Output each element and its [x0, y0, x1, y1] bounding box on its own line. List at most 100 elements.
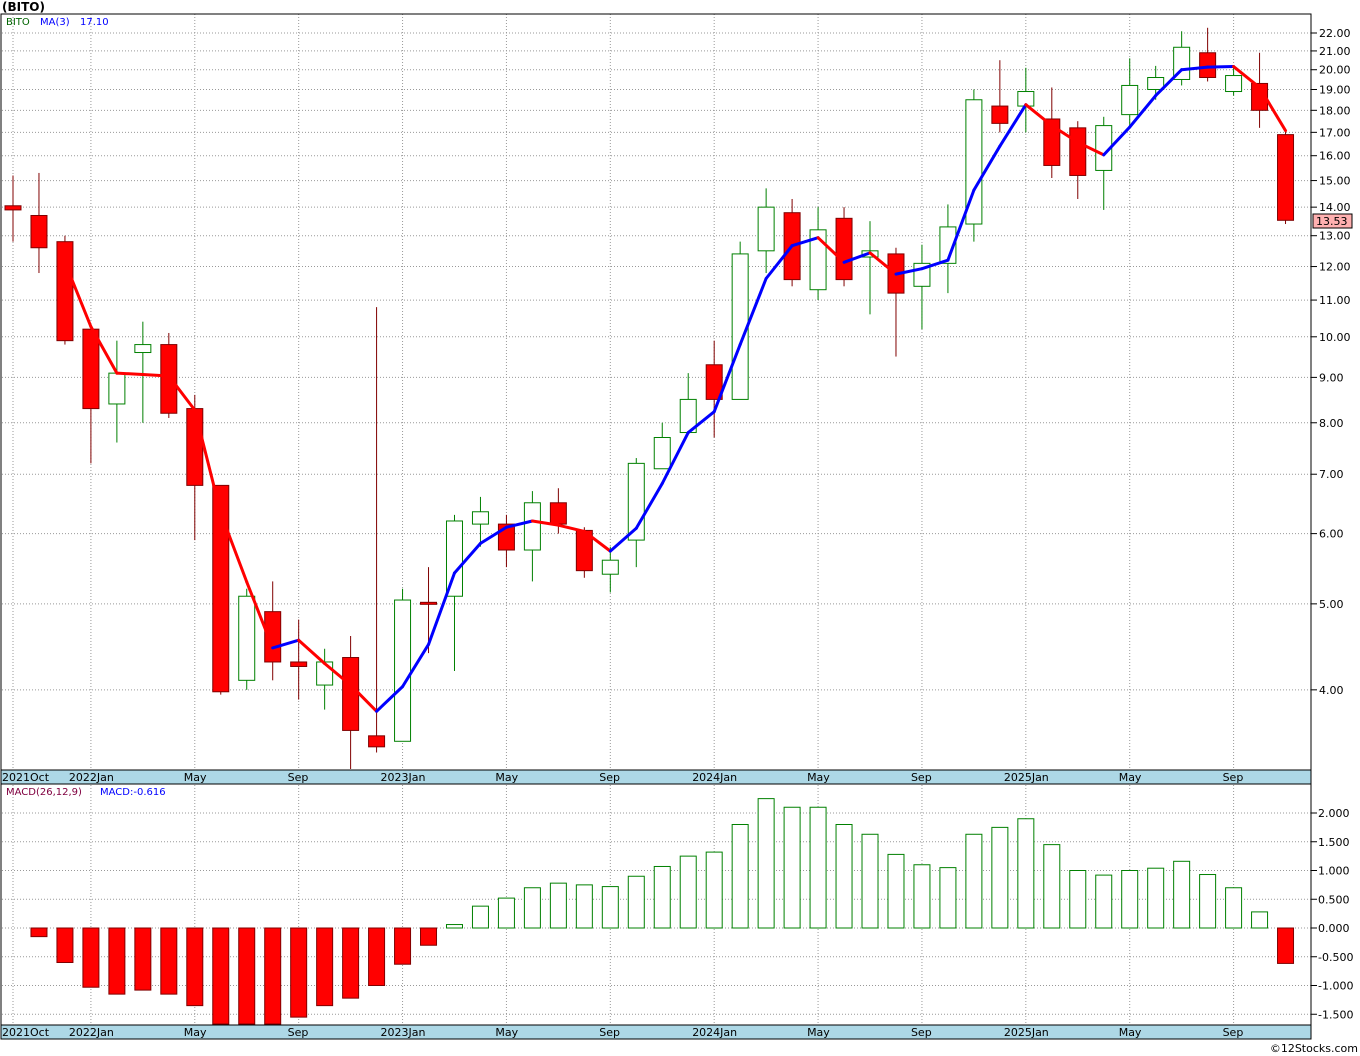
- ma-line-segment: [816, 236, 846, 264]
- macd-x-tick-label: 2021Oct: [2, 1026, 50, 1039]
- macd-tick-label: -0.500: [1318, 951, 1353, 964]
- macd-x-tick-label: May: [807, 1026, 830, 1039]
- footer-copyright: ©12Stocks.com: [1270, 1042, 1358, 1055]
- candle: [809, 207, 827, 301]
- macd-bar: [394, 927, 412, 965]
- macd-bar: [809, 806, 827, 929]
- ma-line-segment: [920, 258, 950, 271]
- candle-body: [705, 364, 723, 400]
- macd-bar: [1225, 887, 1243, 929]
- ma-line-segment: [1154, 68, 1184, 98]
- macd-bar: [757, 798, 775, 929]
- macd-bar: [108, 927, 126, 995]
- macd-tick-label: 2.000: [1318, 807, 1350, 820]
- candle: [1225, 67, 1243, 96]
- candle: [1017, 67, 1035, 133]
- candle-body: [316, 661, 334, 686]
- ma-line-segment: [712, 343, 742, 414]
- candle-body: [757, 206, 775, 252]
- macd-bar: [1251, 911, 1269, 929]
- macd-bar: [861, 833, 879, 929]
- macd-bar: [56, 927, 74, 963]
- candle-body: [368, 735, 386, 748]
- price-x-tick-label: 2024Jan: [692, 771, 737, 784]
- ma-line-segment: [842, 251, 872, 264]
- price-tick-label: 9.00: [1319, 371, 1344, 384]
- price-x-tick-label: May: [184, 771, 207, 784]
- macd-x-tick-label: May: [184, 1026, 207, 1039]
- ma-line-segment: [323, 661, 353, 687]
- candle: [1069, 121, 1087, 199]
- macd-bar: [1147, 867, 1165, 929]
- ma-line-segment: [1180, 65, 1210, 72]
- last-price-value: 13.53: [1316, 215, 1348, 228]
- macd-bar: [186, 927, 204, 1007]
- candle: [523, 491, 541, 582]
- price-tick-label: 7.00: [1319, 468, 1344, 481]
- ma-line-segment: [1258, 85, 1288, 133]
- candle-body: [134, 344, 152, 354]
- candle-body: [56, 241, 74, 342]
- candle-body: [991, 105, 1009, 124]
- candle-body: [30, 214, 48, 249]
- macd-tick-label: 0.500: [1318, 893, 1350, 906]
- macd-tick-label: -1.500: [1318, 1008, 1353, 1021]
- ma-line-segment: [946, 188, 976, 262]
- ma-line-segment: [790, 236, 820, 248]
- candle: [913, 244, 931, 330]
- candle: [705, 340, 723, 438]
- macd-x-tick-label: 2023Jan: [381, 1026, 426, 1039]
- legend-symbol: BITO: [6, 17, 30, 28]
- macd-x-tick-label: 2024Jan: [692, 1026, 737, 1039]
- last-price-tag: [1312, 213, 1353, 229]
- macd-tick-label: 1.000: [1318, 865, 1350, 878]
- candle: [4, 175, 22, 242]
- price-x-tick-label: Sep: [599, 771, 620, 784]
- candle-body: [445, 520, 463, 597]
- candle-body: [939, 226, 957, 264]
- candle: [887, 247, 905, 357]
- price-tick-label: 11.00: [1319, 294, 1351, 307]
- candle: [1043, 87, 1061, 179]
- macd-bar: [991, 826, 1009, 929]
- candle: [56, 235, 74, 345]
- price-tick-label: 14.00: [1319, 201, 1351, 214]
- candle: [342, 635, 360, 769]
- candle-body: [108, 372, 126, 405]
- candle: [420, 567, 438, 654]
- macd-bar: [238, 927, 256, 1025]
- candle: [1095, 116, 1113, 210]
- candle: [1173, 31, 1191, 86]
- macd-legend-label: MACD(26,12,9): [6, 787, 82, 798]
- candle-body: [1277, 134, 1295, 221]
- candle-body: [835, 217, 853, 281]
- macd-bar: [601, 886, 619, 929]
- ma-line-segment: [504, 519, 534, 529]
- ma-line-segment: [1232, 65, 1262, 89]
- macd-bar: [264, 927, 282, 1025]
- macd-x-tick-label: 2022Jan: [69, 1026, 114, 1039]
- candle: [991, 60, 1009, 133]
- macd-x-tick-label: May: [495, 1026, 518, 1039]
- ma-line-segment: [868, 251, 898, 276]
- candle-body: [1121, 84, 1139, 116]
- candle-body: [82, 328, 100, 410]
- price-tick-label: 5.00: [1319, 598, 1344, 611]
- macd-bar: [212, 927, 230, 1025]
- candle-body: [471, 511, 489, 525]
- ma-line-segment: [1128, 94, 1158, 129]
- ma-line-segment: [297, 638, 327, 665]
- macd-bar: [1043, 844, 1061, 929]
- price-tick-label: 12.00: [1319, 261, 1351, 274]
- candle: [471, 496, 489, 547]
- ma-line-segment: [1206, 65, 1236, 69]
- candle-body: [160, 344, 178, 414]
- ma-line-segment: [608, 526, 638, 553]
- macd-bar: [887, 853, 905, 929]
- macd-bar: [575, 884, 593, 929]
- candle-body: [1069, 127, 1087, 176]
- candle-body: [342, 657, 360, 731]
- price-panel-border: [0, 13, 1312, 771]
- macd-tick-label: 0.000: [1318, 922, 1350, 935]
- candle-body: [290, 661, 308, 667]
